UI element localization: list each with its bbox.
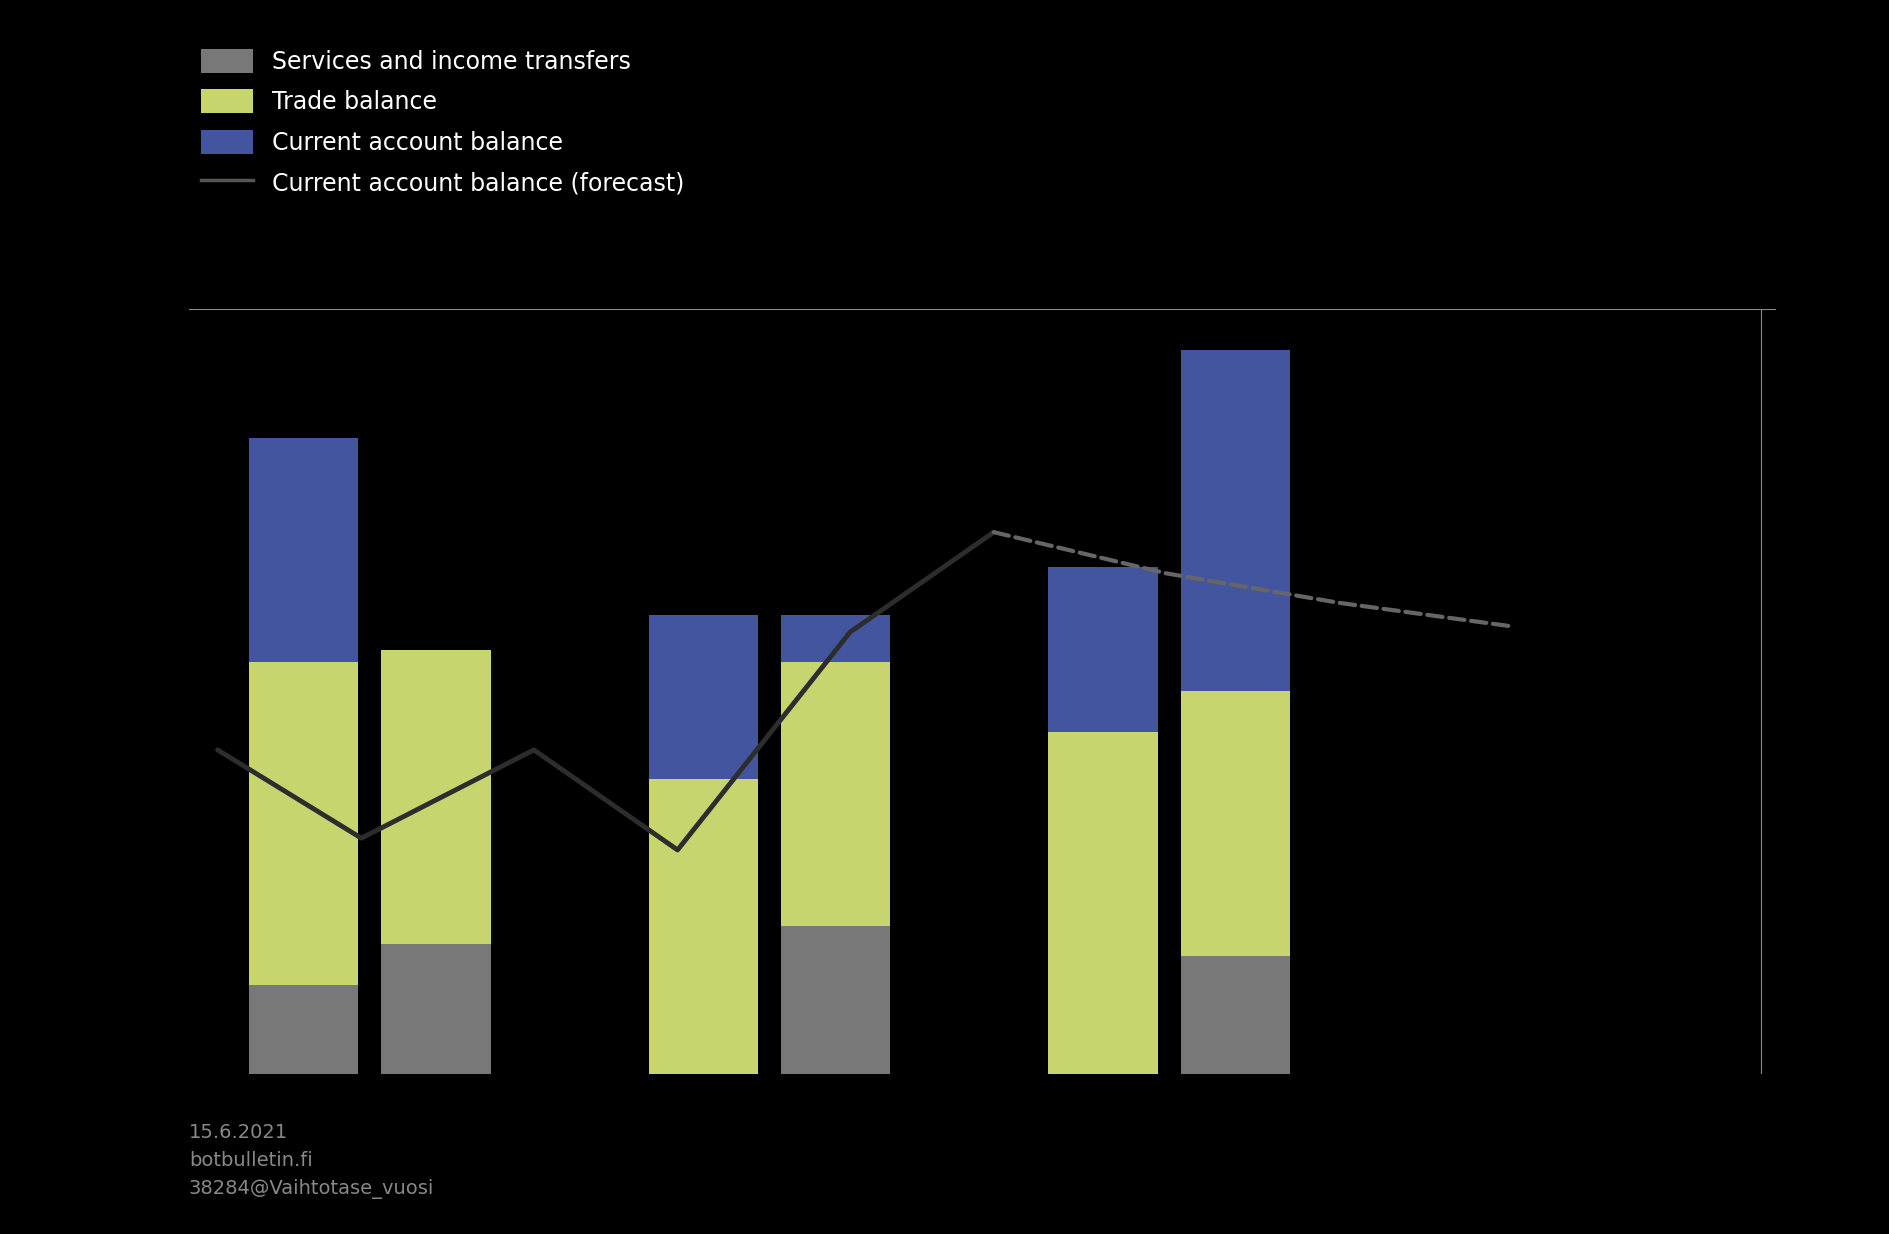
Bar	[780, 615, 890, 661]
Bar	[382, 944, 491, 1074]
Bar	[382, 650, 491, 944]
Bar	[1048, 568, 1158, 732]
Legend: Services and income transfers, Trade balance, Current account balance, Current a: Services and income transfers, Trade bal…	[200, 49, 684, 195]
Bar	[780, 927, 890, 1074]
Bar	[780, 661, 890, 927]
Bar	[249, 985, 359, 1074]
Bar	[648, 780, 757, 1074]
Bar	[249, 661, 359, 985]
Bar	[249, 438, 359, 661]
Bar	[1181, 691, 1290, 956]
Bar	[1048, 732, 1158, 1074]
Bar	[1181, 349, 1290, 691]
Bar	[1181, 956, 1290, 1074]
Bar	[648, 615, 757, 780]
Text: 15.6.2021
botbulletin.fi
38284@Vaihtotase_vuosi: 15.6.2021 botbulletin.fi 38284@Vaihtotas…	[189, 1123, 434, 1199]
